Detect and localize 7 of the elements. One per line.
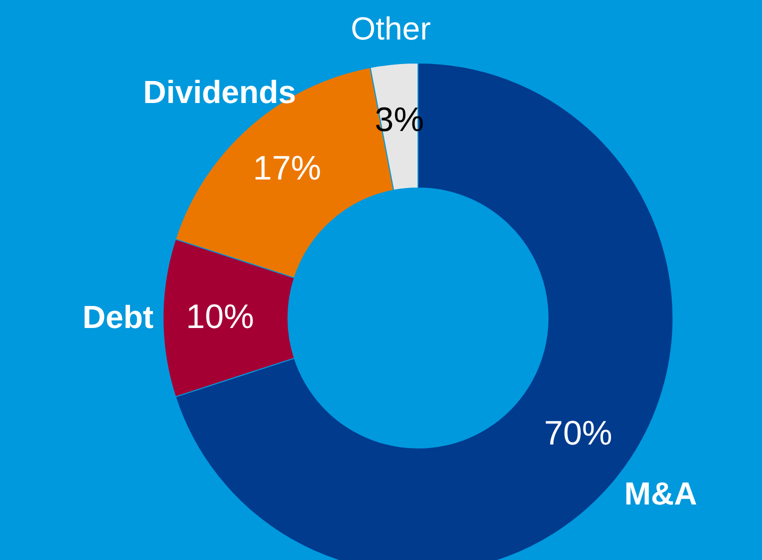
- slice-label: Other: [350, 10, 432, 46]
- data-label: 70%: [544, 414, 612, 452]
- data-label: 17%: [253, 149, 322, 188]
- slice-label: Dividends: [143, 74, 296, 110]
- slice-label: M&A: [624, 475, 698, 512]
- data-label: 10%: [186, 298, 254, 336]
- slice-label: Debt: [82, 299, 154, 335]
